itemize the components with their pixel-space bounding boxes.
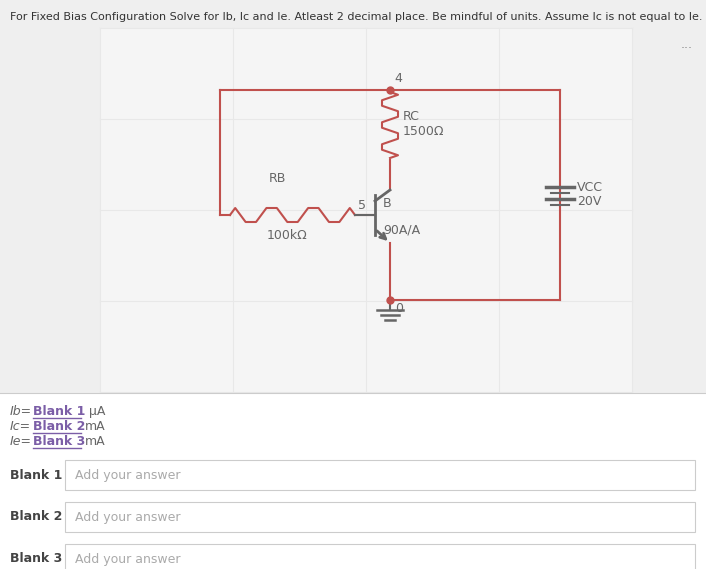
Bar [100, 28, 632, 392]
Text: Add your answer: Add your answer [75, 552, 181, 566]
FancyBboxPatch shape [65, 544, 695, 569]
Text: RB: RB [269, 172, 286, 185]
Text: Blank 1: Blank 1 [10, 468, 62, 481]
Text: 20V: 20V [577, 195, 602, 208]
Text: Add your answer: Add your answer [75, 510, 181, 523]
Text: ...: ... [681, 38, 693, 51]
Text: Ib=: Ib= [10, 405, 32, 418]
Text: 1500Ω: 1500Ω [403, 125, 445, 138]
Bar [0, 393, 706, 569]
Text: VCC: VCC [577, 180, 603, 193]
Text: 4: 4 [394, 72, 402, 85]
Text: mA: mA [85, 420, 106, 433]
Text: RC: RC [403, 110, 420, 123]
Text: Blank 1: Blank 1 [33, 405, 85, 418]
Text: Blank 3: Blank 3 [33, 435, 85, 448]
Text: 100kΩ: 100kΩ [267, 229, 308, 242]
Text: Blank 2: Blank 2 [33, 420, 85, 433]
Text: Blank 3: Blank 3 [10, 552, 62, 566]
Text: 90A/A: 90A/A [383, 223, 420, 236]
FancyBboxPatch shape [65, 502, 695, 532]
Text: Add your answer: Add your answer [75, 468, 181, 481]
Text: 0: 0 [395, 302, 403, 315]
Text: B: B [383, 197, 392, 210]
Text: Ic=: Ic= [10, 420, 31, 433]
Text: Blank 2: Blank 2 [10, 510, 62, 523]
Text: For Fixed Bias Configuration Solve for Ib, Ic and Ie. Atleast 2 decimal place. B: For Fixed Bias Configuration Solve for I… [10, 12, 702, 22]
Text: μA: μA [85, 405, 105, 418]
Text: Ie=: Ie= [10, 435, 32, 448]
Text: 5: 5 [358, 199, 366, 212]
Text: mA: mA [85, 435, 106, 448]
FancyBboxPatch shape [65, 460, 695, 490]
